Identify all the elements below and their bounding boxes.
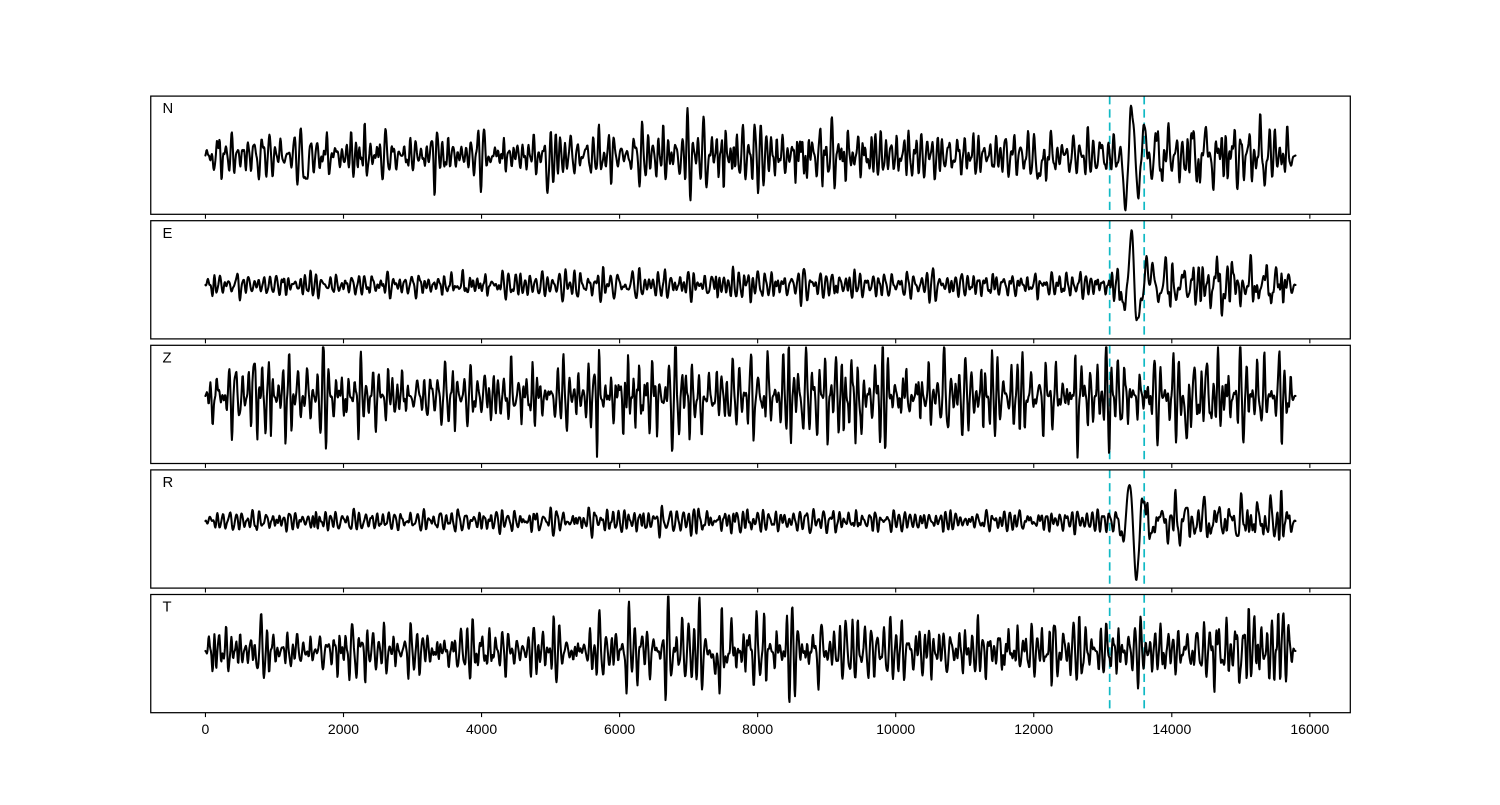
svg-text:14000: 14000 <box>1152 721 1191 737</box>
svg-text:0: 0 <box>202 721 210 737</box>
svg-text:16000: 16000 <box>1290 721 1329 737</box>
svg-text:12000: 12000 <box>1014 721 1053 737</box>
svg-text:10000: 10000 <box>876 721 915 737</box>
svg-text:Z: Z <box>163 350 172 366</box>
svg-text:T: T <box>163 600 172 616</box>
svg-text:E: E <box>163 226 173 242</box>
svg-text:N: N <box>163 101 174 117</box>
svg-text:8000: 8000 <box>742 721 773 737</box>
svg-text:6000: 6000 <box>604 721 635 737</box>
svg-text:2000: 2000 <box>328 721 359 737</box>
svg-text:4000: 4000 <box>466 721 497 737</box>
svg-text:R: R <box>163 475 174 491</box>
